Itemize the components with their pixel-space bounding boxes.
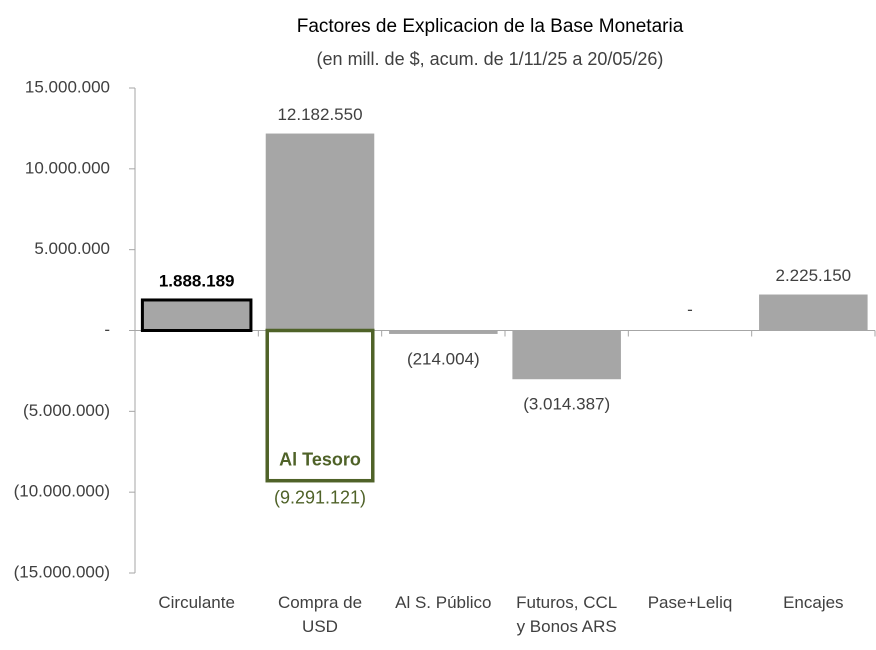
bar (759, 294, 868, 331)
y-tick-label: 10.000.000 (25, 158, 110, 177)
bar (140, 298, 253, 332)
value-label: - (687, 300, 693, 319)
value-label: (3.014.387) (523, 395, 610, 414)
chart-subtitle: (en mill. de $, acum. de 1/11/25 a 20/05… (317, 49, 664, 69)
y-tick-label: (15.000.000) (14, 562, 110, 581)
chart-title: Factores de Explicacion de la Base Monet… (297, 16, 684, 37)
y-tick-label: (5.000.000) (23, 401, 110, 420)
value-label: 12.182.550 (277, 105, 362, 124)
bar (512, 330, 621, 380)
y-tick-label: - (104, 320, 110, 339)
series-label: Al Tesoro (279, 449, 361, 469)
y-tick-label: (10.000.000) (14, 482, 110, 501)
x-tick-label: Futuros, CCL y Bonos ARS (516, 593, 618, 636)
value-label: 1.888.189 (159, 271, 235, 290)
bar (265, 133, 375, 331)
y-tick-label: 5.000.000 (34, 239, 110, 258)
bar (265, 328, 375, 483)
x-tick-label: Pase+Leliq (647, 593, 733, 612)
value-label: (214.004) (407, 349, 480, 368)
value-label: (9.291.121) (274, 487, 366, 507)
x-tick-label: Encajes (783, 593, 844, 612)
x-tick-label: Circulante (158, 593, 235, 612)
value-label: 2.225.150 (776, 266, 852, 285)
y-tick-label: 15.000.000 (25, 77, 110, 96)
bar (389, 330, 498, 334)
x-tick-label: Compra de USD (277, 593, 363, 636)
x-tick-label: Al S. Público (395, 593, 492, 612)
